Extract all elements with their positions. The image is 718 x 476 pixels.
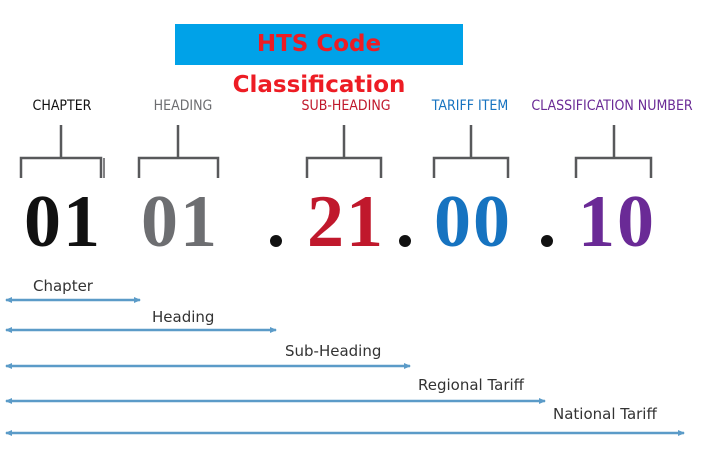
sub-heading-bracket	[305, 125, 383, 178]
sub-heading-digits: 21	[307, 181, 385, 263]
separator-dot: .	[267, 181, 288, 263]
separator-dot: .	[538, 181, 559, 263]
classification-number-digits: 10	[578, 181, 656, 263]
diagram-title: HTS Code Classification	[175, 24, 463, 98]
tariff-item-label: TARIFF ITEM	[431, 98, 508, 114]
range-label-heading: Heading	[152, 308, 214, 326]
heading-bracket	[137, 125, 220, 178]
range-label-chapter: Chapter	[33, 277, 94, 295]
separator-dot: .	[396, 181, 417, 263]
heading-label: HEADING	[154, 98, 213, 114]
classification-number-label: CLASSIFICATION NUMBER	[531, 98, 693, 114]
range-label-sub-heading: Sub-Heading	[285, 342, 381, 360]
chapter-label: CHAPTER	[33, 98, 92, 114]
range-label-regional-tariff: Regional Tariff	[418, 376, 525, 394]
tariff-item-bracket	[432, 125, 510, 178]
sub-heading-label: SUB-HEADING	[301, 98, 390, 114]
heading-digits: 01	[141, 181, 219, 263]
chapter-bracket	[19, 125, 103, 178]
chapter-digits: 01	[24, 181, 102, 263]
range-label-national-tariff: National Tariff	[553, 405, 657, 423]
classification-number-bracket	[574, 125, 653, 178]
tariff-item-digits: 00	[434, 181, 512, 263]
